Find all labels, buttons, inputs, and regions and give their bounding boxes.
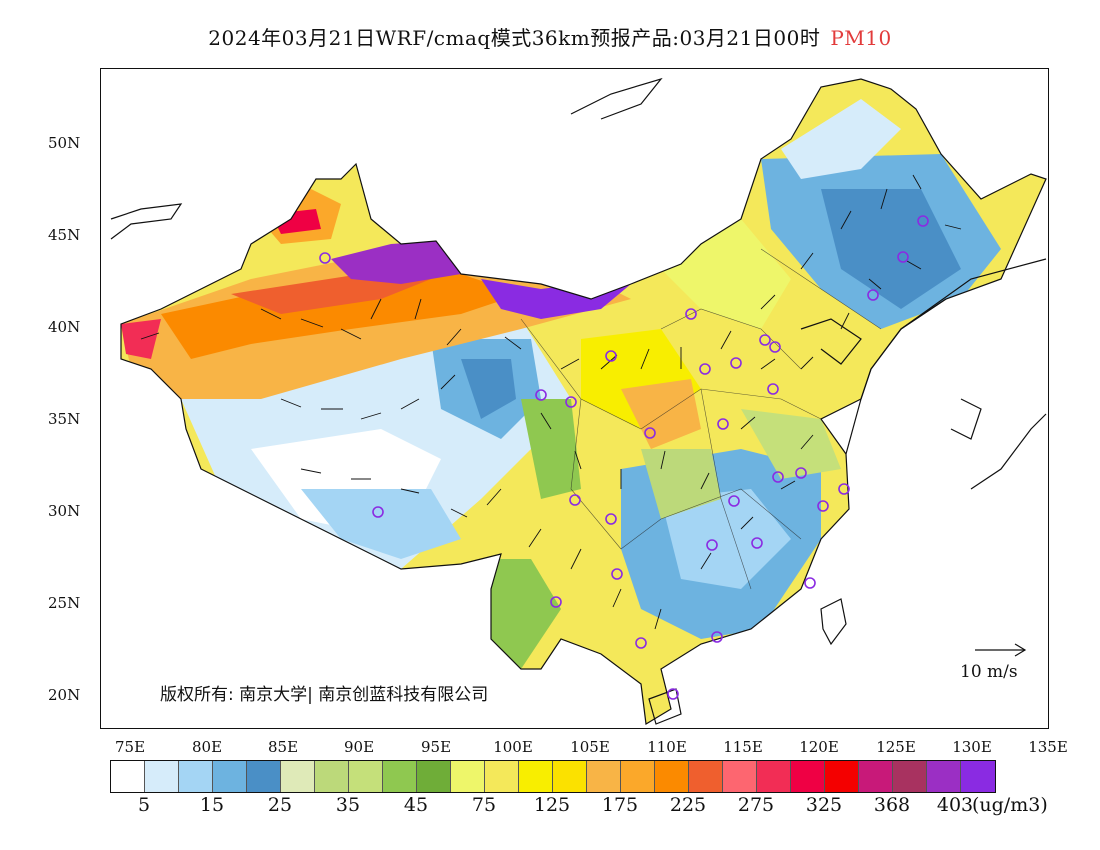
legend-swatch <box>145 761 179 792</box>
wind-reference-label: 10 m/s <box>960 662 1018 682</box>
legend-swatch <box>757 761 791 792</box>
lon-label-110e: 110E <box>647 738 687 756</box>
legend-swatch <box>723 761 757 792</box>
lat-label-50n: 50N <box>48 134 81 152</box>
legend-swatch <box>859 761 893 792</box>
legend-swatch <box>451 761 485 792</box>
legend-label: 403 <box>936 794 974 816</box>
legend-label: 45 <box>403 794 429 816</box>
legend-label: 125 <box>533 794 571 816</box>
coastline <box>110 77 1047 725</box>
lat-label-30n: 30N <box>48 502 81 520</box>
legend-swatch <box>587 761 621 792</box>
legend-swatch <box>247 761 281 792</box>
legend-label: 175 <box>601 794 639 816</box>
legend-label: 368 <box>873 794 911 816</box>
legend-label: 15 <box>199 794 225 816</box>
legend-label: 75 <box>471 794 497 816</box>
legend-swatch <box>689 761 723 792</box>
legend-swatch <box>179 761 213 792</box>
legend-swatch <box>791 761 825 792</box>
wind-vectors <box>140 174 962 630</box>
legend-swatch <box>281 761 315 792</box>
legend-swatch <box>417 761 451 792</box>
lat-label-45n: 45N <box>48 226 81 244</box>
lat-label-35n: 35N <box>48 410 81 428</box>
wind-reference-arrow-icon <box>975 643 1027 657</box>
lat-label-25n: 25N <box>48 594 81 612</box>
city-markers <box>319 215 929 700</box>
legend-swatch <box>213 761 247 792</box>
map-frame <box>100 68 1049 729</box>
lon-label-120e: 120E <box>799 738 839 756</box>
legend-swatch <box>519 761 553 792</box>
pollutant-label: PM10 <box>830 26 892 50</box>
lon-label-80e: 80E <box>191 738 223 756</box>
lon-label-105e: 105E <box>570 738 610 756</box>
legend-swatch <box>349 761 383 792</box>
legend-swatch <box>111 761 145 792</box>
lon-label-115e: 115E <box>723 738 763 756</box>
lon-label-95e: 95E <box>420 738 452 756</box>
legend-label: 325 <box>805 794 843 816</box>
lon-label-75e: 75E <box>114 738 146 756</box>
legend-label: 5 <box>137 794 151 816</box>
legend-swatch <box>961 761 995 792</box>
title-text: 2024年03月21日WRF/cmaq模式36km预报产品:03月21日00时 <box>208 26 821 50</box>
legend-unit: (ug/m3) <box>972 794 1048 816</box>
legend-swatch <box>383 761 417 792</box>
lon-label-90e: 90E <box>343 738 375 756</box>
legend-swatch <box>553 761 587 792</box>
province-borders <box>520 248 882 590</box>
color-legend-bar <box>110 760 996 793</box>
pm10-concentration-map <box>101 69 1048 728</box>
legend-swatch <box>655 761 689 792</box>
legend-label: 25 <box>267 794 293 816</box>
legend-swatch <box>621 761 655 792</box>
lon-label-135e: 135E <box>1028 738 1068 756</box>
legend-label: 275 <box>737 794 775 816</box>
legend-swatch <box>485 761 519 792</box>
map-title: 2024年03月21日WRF/cmaq模式36km预报产品:03月21日00时 P… <box>0 22 1100 51</box>
legend-label: 225 <box>669 794 707 816</box>
lon-label-100e: 100E <box>493 738 533 756</box>
legend-swatch <box>315 761 349 792</box>
legend-swatch <box>927 761 961 792</box>
legend-swatch <box>893 761 927 792</box>
lon-label-85e: 85E <box>267 738 299 756</box>
lat-label-20n: 20N <box>48 686 81 704</box>
legend-label: 35 <box>335 794 361 816</box>
lon-label-125e: 125E <box>876 738 916 756</box>
lat-label-40n: 40N <box>48 318 81 336</box>
lon-label-130e: 130E <box>952 738 992 756</box>
legend-swatch <box>825 761 859 792</box>
copyright-notice: 版权所有: 南京大学| 南京创蓝科技有限公司 <box>160 685 489 705</box>
